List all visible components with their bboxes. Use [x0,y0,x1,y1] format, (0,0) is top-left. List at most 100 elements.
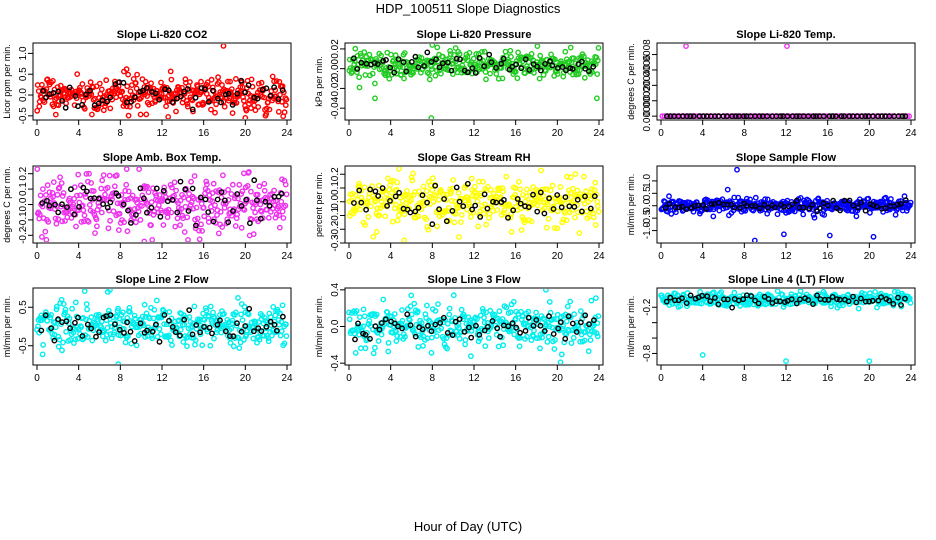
overlay-point [743,202,750,209]
data-point [78,218,85,225]
data-point [99,177,106,184]
overlay-point [869,297,876,304]
overlay-point [712,113,718,119]
y-tick-label: 0.0004 [642,70,653,101]
y-tick-label: 0.2 [18,166,29,180]
overlay-point [810,301,816,307]
x-tick-label: 24 [281,251,293,262]
data-point [107,105,114,112]
data-point [84,306,91,313]
x-tick-label: 8 [430,251,436,262]
data-point [384,309,391,316]
overlay-point [226,333,233,339]
y-axis-label: ml/min per min. [314,296,324,358]
overlay-point [52,201,58,208]
overlay-point [400,59,407,66]
data-point [247,188,254,195]
data-point [257,207,264,214]
overlay-point [676,204,683,211]
overlay-point [362,331,369,338]
overlay-point [205,209,212,216]
overlay-point [160,187,167,194]
data-point [59,218,65,225]
overlay-point [850,293,856,300]
overlay-point [513,61,519,68]
overlay-point [279,87,286,94]
overlay-point [251,177,258,184]
data-point [55,343,62,350]
overlay-point [841,113,847,119]
overlay-point [700,201,706,208]
data-point [423,188,430,194]
data-point [260,85,267,92]
x-tick-label: 16 [198,251,210,262]
data-point [134,102,141,109]
data-point [766,113,773,119]
data-point [594,57,601,64]
y-tick-label: 0.0 [18,197,29,211]
data-point [589,69,595,75]
data-point [277,332,284,339]
data-point [70,201,77,208]
overlay-point [218,99,225,106]
data-point [570,334,577,341]
data-point [402,333,408,340]
x-axis-label: Hour of Day (UTC) [414,519,522,534]
overlay-point [720,113,727,119]
data-point [537,52,544,59]
data-point [373,228,380,235]
overlay-point [50,90,57,96]
data-point [481,314,487,321]
data-point [534,202,541,209]
data-point [574,187,581,194]
overlay-point [125,207,131,214]
data-point [821,211,828,218]
overlay-point [444,59,451,66]
overlay-point [250,328,257,335]
overlay-point [591,317,597,324]
data-point [88,314,95,321]
data-point [62,309,68,316]
x-tick-label: 12 [156,251,168,262]
data-point [53,303,60,310]
overlay-point [477,213,484,220]
overlay-point [530,191,536,198]
data-point [89,337,96,344]
overlay-point [890,300,897,307]
panel-8: Slope Line 3 Flow 0 4 8 12 16 20 24 -0.4 0.0 0.4 ml… [314,274,605,384]
overlay-point [555,325,562,332]
overlay-point [169,196,176,203]
data-point [560,216,567,223]
data-point [221,189,228,196]
overlay-point [453,184,460,191]
figure-title: HDP_100511 Slope Diagnostics [376,1,561,16]
overlay-point [143,85,150,91]
overlay-point [493,199,500,206]
data-point [43,237,50,242]
data-point [42,228,49,235]
data-point [256,336,263,343]
data-point [572,214,578,221]
overlay-point [542,61,548,67]
data-point [201,317,208,323]
overlay-point [464,69,471,76]
x-tick-label: 8 [742,128,748,139]
panel-title: Slope Line 3 Flow [428,274,521,286]
overlay-point [481,63,488,70]
data-point [404,187,410,194]
data-point [468,175,475,182]
data-point [202,305,209,311]
overlay-point [699,292,705,299]
data-point [273,78,280,84]
data-point [497,185,503,192]
overlay-point [820,200,827,207]
data-point [224,216,231,223]
overlay-point [40,88,47,94]
data-point [445,204,452,211]
overlay-point [854,113,861,119]
data-point [177,197,184,204]
data-point [668,210,675,217]
data-point [353,308,360,314]
overlay-point [461,328,468,335]
data-point [593,54,600,61]
